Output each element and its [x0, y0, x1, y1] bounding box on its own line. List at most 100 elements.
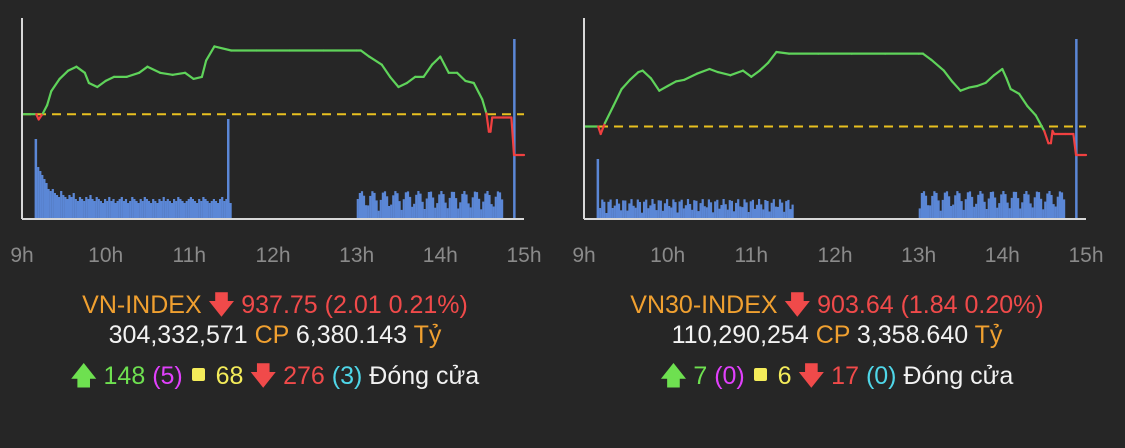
volume-bar [396, 193, 399, 219]
volume-bar [1025, 191, 1028, 219]
volume-bar [691, 209, 694, 219]
volume-bar [108, 197, 111, 219]
volume-bar [630, 199, 633, 220]
volume-bar [110, 201, 113, 219]
price-line-segment [1018, 92, 1029, 108]
volume-bar [104, 199, 107, 219]
volume-bar [465, 194, 468, 219]
volume-bar [762, 209, 765, 220]
price-line-segment [612, 87, 623, 108]
volume-bar [707, 199, 710, 220]
volume-bar [1046, 193, 1049, 220]
volume-bar [785, 201, 788, 219]
volume-bar [34, 139, 38, 219]
volume-bar [442, 194, 445, 220]
x-tick-label: 12h [255, 244, 290, 267]
volume-bar [173, 199, 176, 219]
price-line-segment [1026, 104, 1037, 117]
volume-bar [227, 119, 230, 219]
price-line-segment [87, 81, 99, 89]
volume-bar [206, 201, 209, 219]
volume-bar [952, 204, 955, 219]
volume-bar [617, 203, 621, 219]
volume-bar [185, 201, 188, 219]
volume-bar [375, 200, 378, 220]
x-tick-label: 10h [650, 244, 685, 267]
volume-bar [1004, 194, 1007, 220]
index-value: 937.75 [241, 291, 318, 319]
price-line-segment [942, 69, 954, 83]
vn30-index-panel: 9h 10h 11h 12h 13h 14h 15h VN30-INDEX 🡇 903.64… [562, 0, 1104, 448]
price-line-segment [628, 70, 640, 81]
price-line-segment [464, 79, 475, 85]
volume-bar [432, 197, 435, 220]
volume-bar [513, 39, 516, 219]
volume-bar [411, 206, 414, 219]
x-tick-label: 13h [901, 244, 936, 267]
volume-bar [114, 203, 117, 219]
price-line-segment [603, 104, 615, 125]
volume-bar [971, 196, 974, 220]
price-line-segment [45, 89, 53, 107]
volume-bar [778, 199, 782, 220]
volume-bar [722, 199, 725, 219]
volume-bar [1008, 208, 1011, 220]
volume-bar [1017, 198, 1020, 219]
volume-bar [774, 206, 777, 219]
volume-line: 304,332,571 CP 6,380.143 Tỷ [0, 321, 550, 350]
price-line-segment [96, 79, 107, 89]
price-line-segment [171, 71, 187, 76]
volume-bar [749, 201, 752, 220]
volume-bar [214, 201, 218, 219]
volume-bar [977, 194, 980, 219]
price-line-segment [50, 77, 61, 93]
volume-bar [392, 195, 395, 219]
index-value: 903.64 [817, 291, 894, 319]
volume-bar [179, 199, 182, 219]
price-line-segment [397, 81, 408, 89]
arrow-up-icon: 🡅 [660, 362, 687, 390]
trade-value: 6,380.143 [295, 321, 408, 349]
floor-count: (0) [865, 362, 897, 390]
volume-bar [406, 191, 410, 219]
volume-bar [741, 207, 744, 220]
volume-bar [1048, 191, 1051, 219]
x-tick-label: 11h [173, 244, 206, 267]
volume-bar [620, 210, 623, 219]
volume-bar [204, 199, 207, 219]
price-line-segment [510, 116, 516, 157]
volume-bar [490, 204, 493, 219]
price-line-segment [213, 45, 233, 52]
volume-bar [668, 206, 671, 219]
volume-bar [141, 201, 144, 219]
x-tick-label: 15h [506, 244, 541, 267]
ceiling-count: (0) [714, 362, 745, 390]
volume-bar [371, 191, 374, 220]
price-line-segment [472, 81, 484, 101]
volume-bar [634, 207, 637, 219]
volume-bar [216, 203, 220, 219]
volume-bar [429, 191, 433, 219]
price-line-segment [695, 67, 711, 75]
volume-bar [158, 199, 161, 219]
volume-bar [954, 195, 957, 219]
volume-bar [471, 197, 474, 220]
volume-bar [164, 201, 167, 219]
volume-bar [402, 199, 405, 220]
x-tick-label: 15h [1068, 244, 1103, 267]
volume-bar [83, 201, 86, 219]
volume-bar [87, 199, 90, 219]
volume-bar [712, 212, 715, 220]
volume-bar [987, 198, 990, 219]
price-line-segment [729, 69, 745, 77]
volume-bar [478, 198, 481, 220]
volume-bar [628, 203, 631, 219]
advancers-count: 148 [103, 362, 146, 390]
volume-bar [755, 204, 759, 220]
volume-bar [1012, 191, 1015, 220]
price-line-segment [138, 65, 149, 74]
volume-bar [776, 206, 780, 220]
price-line-segment [750, 69, 761, 78]
volume-bar [791, 204, 794, 220]
volume-bar [1056, 196, 1059, 220]
